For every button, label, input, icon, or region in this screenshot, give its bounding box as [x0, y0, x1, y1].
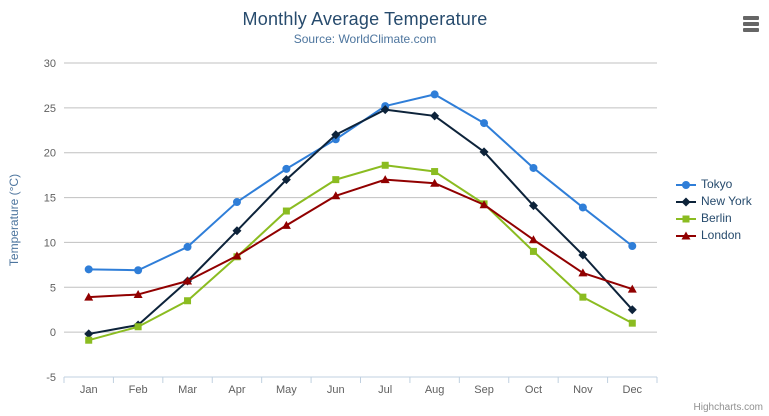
legend-label-new-york: New York — [701, 194, 752, 208]
data-point-london-sep[interactable] — [479, 200, 489, 209]
data-point-new-york-apr[interactable] — [232, 226, 242, 236]
legend-label-tokyo: Tokyo — [701, 177, 733, 191]
data-point-london-aug[interactable] — [430, 178, 440, 187]
x-axis-label-may: May — [276, 384, 297, 396]
data-point-new-york-jan[interactable] — [84, 329, 94, 339]
data-point-london-nov[interactable] — [578, 268, 588, 277]
x-axis-label-jan: Jan — [80, 384, 98, 396]
data-point-london-jun[interactable] — [331, 191, 341, 200]
data-point-london-oct[interactable] — [528, 235, 538, 244]
y-axis-label: 0 — [50, 327, 56, 339]
y-axis-label: -5 — [46, 372, 56, 384]
series-line-berlin[interactable] — [87, 164, 634, 342]
y-axis-label: 20 — [44, 148, 56, 160]
legend-item-london[interactable]: London — [676, 227, 752, 244]
x-axis-label-dec: Dec — [623, 384, 643, 396]
data-point-berlin-dec[interactable] — [628, 319, 636, 327]
data-point-new-york-sep[interactable] — [479, 147, 489, 157]
data-point-tokyo-oct[interactable] — [529, 163, 538, 172]
legend-item-tokyo[interactable]: Tokyo — [676, 176, 752, 193]
x-axis-label-mar: Mar — [178, 384, 197, 396]
data-point-new-york-dec[interactable] — [627, 305, 637, 315]
data-point-new-york-may[interactable] — [281, 175, 291, 185]
data-point-berlin-jun[interactable] — [332, 176, 340, 184]
data-point-tokyo-jan[interactable] — [84, 265, 93, 274]
legend-marker-london — [676, 231, 696, 239]
data-point-berlin-feb[interactable] — [134, 323, 142, 331]
data-point-tokyo-mar[interactable] — [183, 242, 192, 251]
data-point-london-may[interactable] — [281, 220, 291, 229]
data-point-new-york-aug[interactable] — [430, 111, 440, 121]
data-point-new-york-oct[interactable] — [528, 201, 538, 211]
data-point-london-jan[interactable] — [84, 292, 94, 301]
hamburger-bar — [743, 22, 759, 26]
data-point-london-apr[interactable] — [232, 251, 242, 260]
data-point-tokyo-aug[interactable] — [430, 90, 439, 99]
credits-link[interactable]: Highcharts.com — [693, 402, 763, 413]
data-point-tokyo-dec[interactable] — [628, 242, 637, 251]
legend-marker-shape — [682, 180, 690, 189]
data-point-tokyo-feb[interactable] — [134, 266, 143, 275]
legend-marker-new-york — [676, 197, 696, 206]
data-point-tokyo-may[interactable] — [282, 164, 291, 173]
data-point-london-feb[interactable] — [133, 289, 143, 298]
legend-label-london: London — [701, 228, 742, 242]
data-point-tokyo-sep[interactable] — [480, 119, 489, 128]
data-point-new-york-nov[interactable] — [578, 250, 588, 260]
data-point-new-york-jul[interactable] — [380, 105, 390, 115]
data-point-london-dec[interactable] — [627, 284, 637, 293]
x-axis-label-apr: Apr — [228, 384, 245, 396]
data-point-london-mar[interactable] — [183, 276, 193, 285]
hamburger-bar — [743, 28, 759, 32]
x-axis-label-oct: Oct — [525, 384, 542, 396]
y-axis-label: 25 — [44, 103, 56, 115]
data-point-berlin-jul[interactable] — [381, 161, 389, 169]
data-point-berlin-jan[interactable] — [85, 336, 93, 344]
data-point-berlin-mar[interactable] — [184, 297, 192, 305]
legend: Tokyo New York Berlin London — [676, 176, 752, 244]
series-line-tokyo[interactable] — [87, 93, 634, 272]
legend-marker-berlin — [676, 215, 696, 222]
x-axis-label-feb: Feb — [129, 384, 148, 396]
x-axis-label-aug: Aug — [425, 384, 445, 396]
data-point-berlin-may[interactable] — [282, 207, 290, 215]
legend-item-new-york[interactable]: New York — [676, 193, 752, 210]
legend-label-berlin: Berlin — [701, 211, 732, 225]
x-axis-label-sep: Sep — [474, 384, 494, 396]
legend-marker-tokyo — [676, 180, 696, 189]
legend-marker-shape — [681, 231, 691, 239]
x-axis-label-jun: Jun — [327, 384, 345, 396]
hamburger-menu-icon[interactable] — [743, 15, 759, 33]
legend-marker-shape — [682, 215, 690, 222]
x-axis-label-nov: Nov — [573, 384, 593, 396]
data-point-berlin-nov[interactable] — [579, 293, 587, 301]
data-point-tokyo-apr[interactable] — [232, 198, 241, 207]
x-axis-label-jul: Jul — [378, 384, 392, 396]
legend-marker-shape — [681, 197, 691, 206]
y-axis-label: 30 — [44, 58, 56, 70]
hamburger-bar — [743, 16, 759, 20]
y-axis-label: 5 — [50, 282, 56, 294]
data-point-berlin-oct[interactable] — [529, 247, 537, 255]
y-axis-label: 10 — [44, 237, 56, 249]
data-point-berlin-aug[interactable] — [431, 168, 439, 176]
y-axis-label: 15 — [44, 193, 56, 205]
y-axis-title: Temperature (°C) — [7, 173, 21, 267]
data-point-london-jul[interactable] — [380, 175, 390, 184]
legend-item-berlin[interactable]: Berlin — [676, 210, 752, 227]
data-point-new-york-jun[interactable] — [331, 130, 341, 140]
series-line-new-york[interactable] — [87, 108, 634, 335]
data-point-tokyo-nov[interactable] — [578, 203, 587, 212]
chart-subtitle: Source: WorldClimate.com — [293, 32, 437, 46]
series-line-london[interactable] — [87, 178, 634, 299]
chart-title: Monthly Average Temperature — [242, 9, 488, 29]
